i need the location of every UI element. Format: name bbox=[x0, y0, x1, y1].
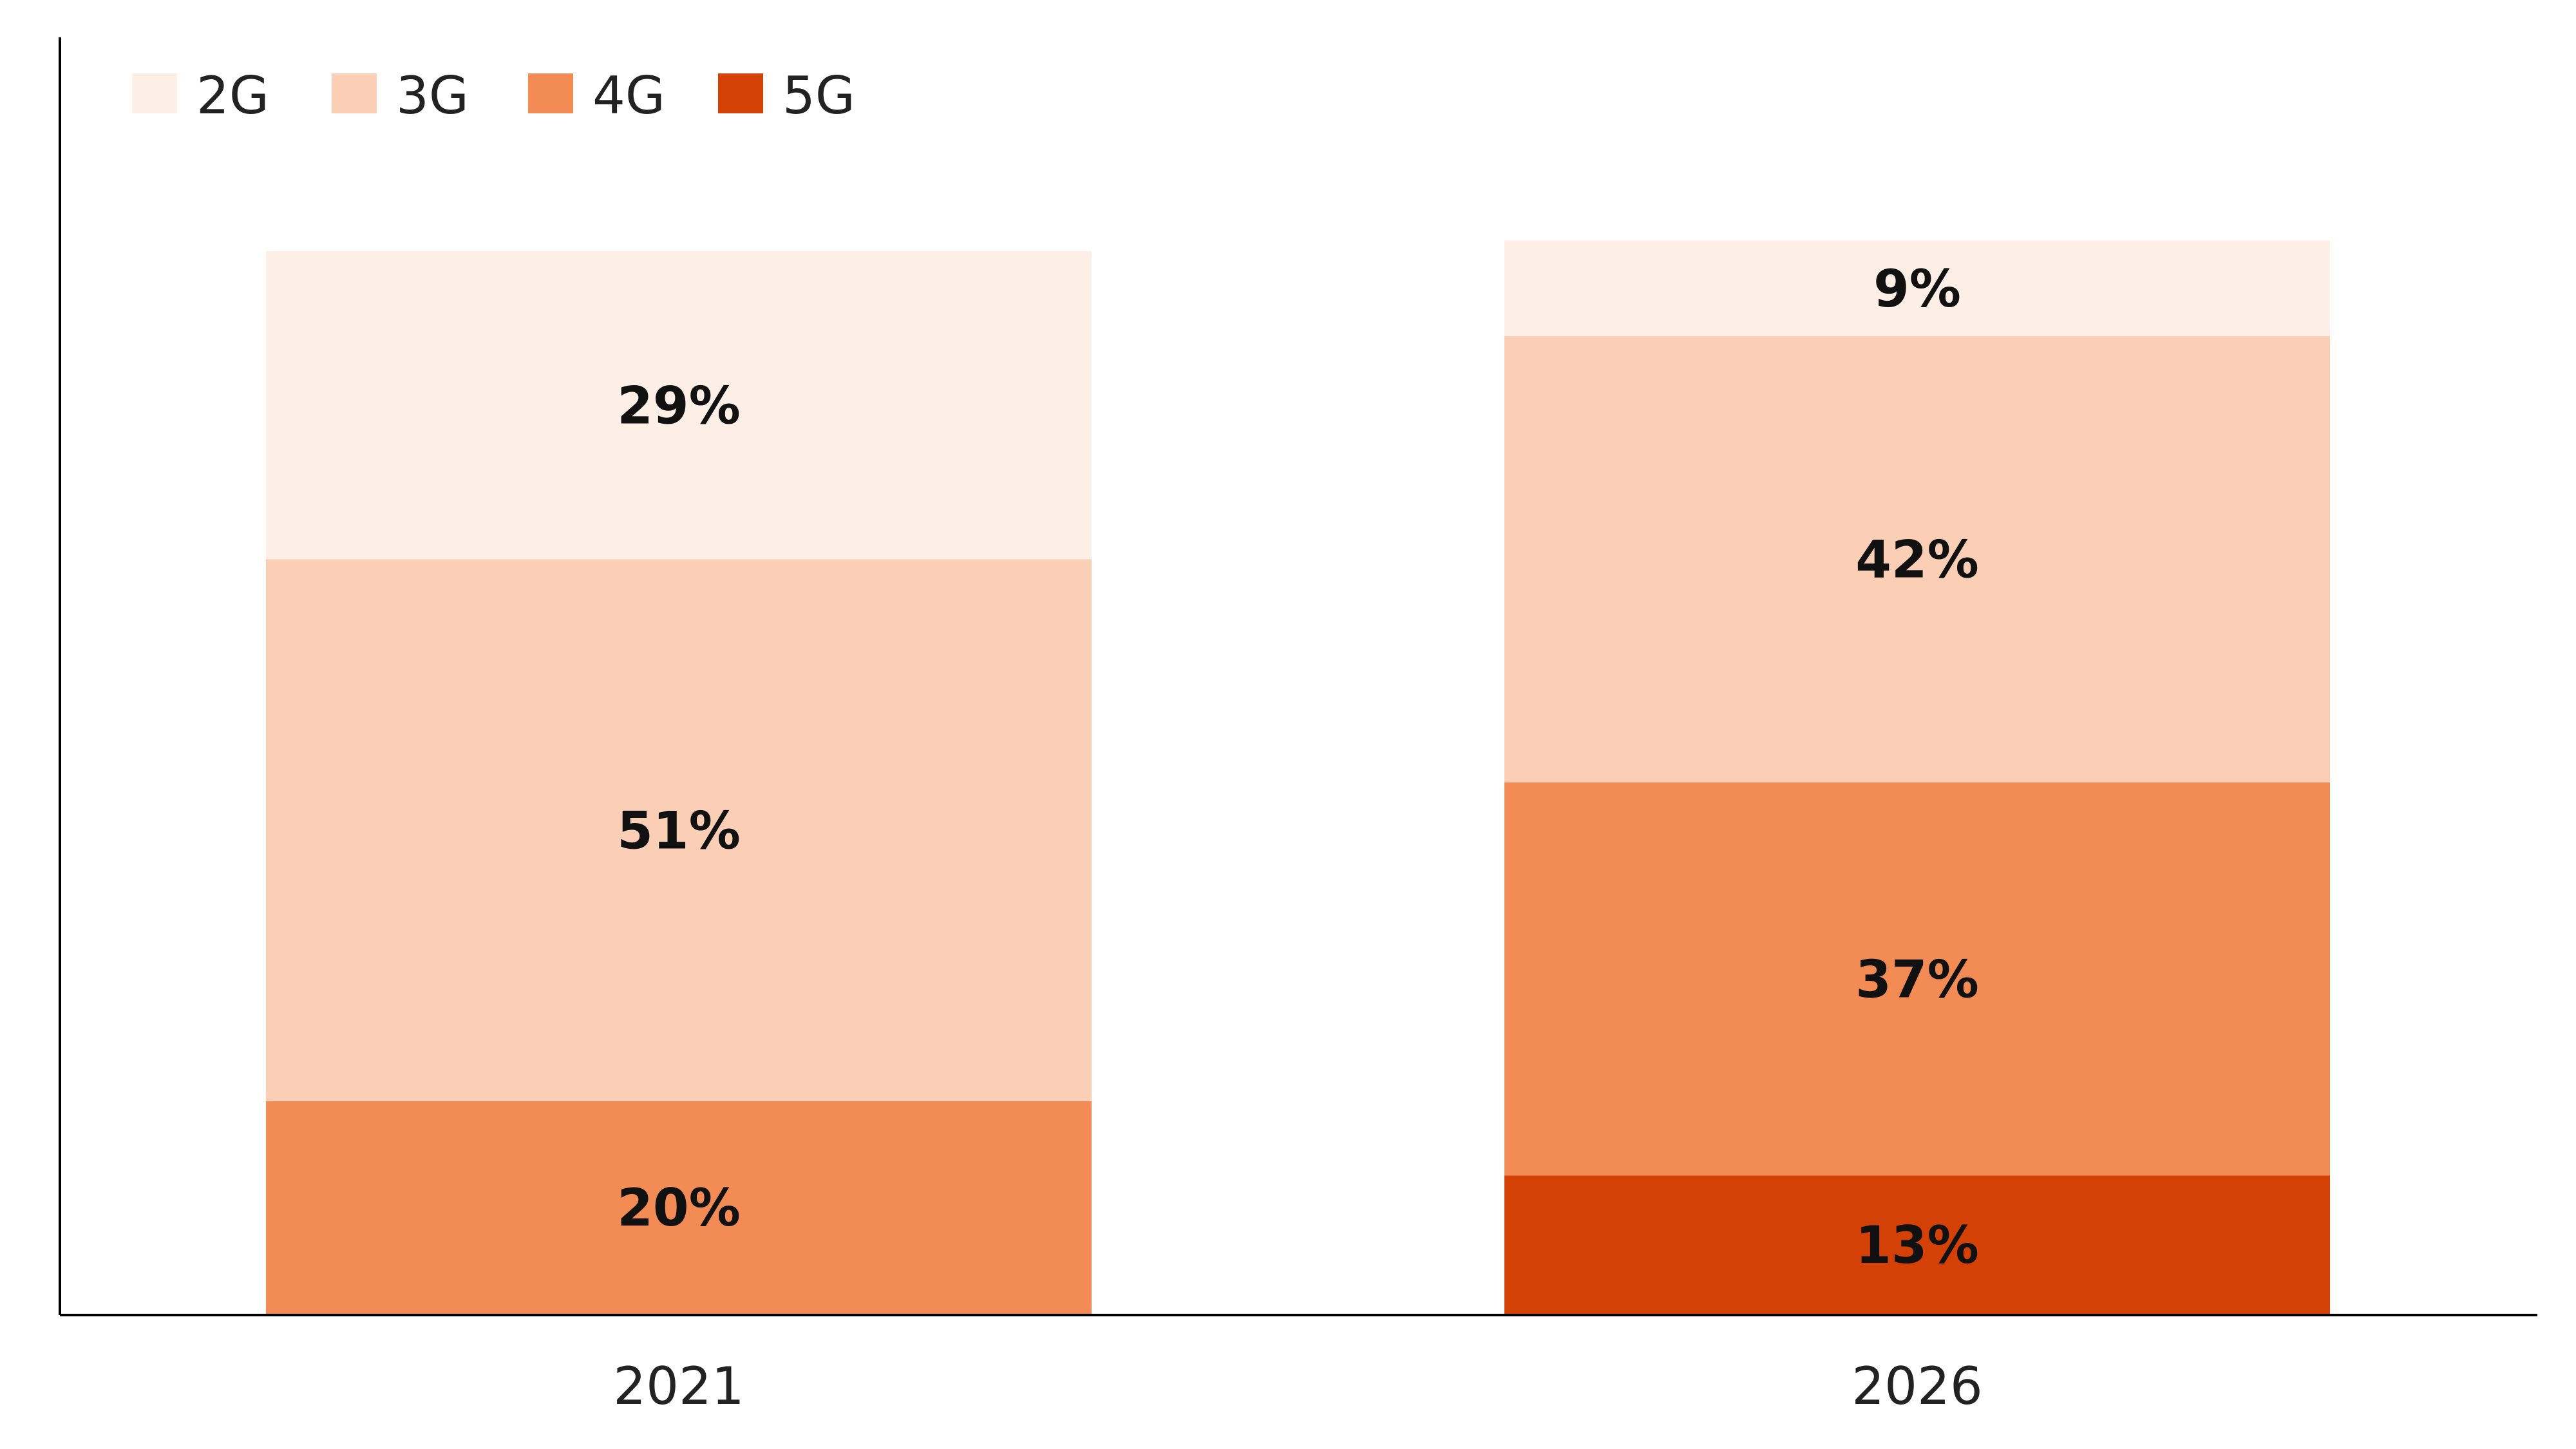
bar-2021-3g bbox=[266, 559, 1092, 1101]
data-label-2021-3g: 51% bbox=[617, 800, 740, 860]
data-label-2026-3g: 42% bbox=[1855, 530, 1978, 590]
bar-2021-2g bbox=[266, 251, 1092, 560]
legend-swatch-3g bbox=[332, 73, 377, 113]
x-tick-labels: 2021 2026 bbox=[613, 1356, 1983, 1416]
data-label-2021-4g: 20% bbox=[617, 1178, 740, 1238]
legend: 2G 3G 4G 5G bbox=[132, 66, 855, 126]
data-label-2021-2g: 29% bbox=[617, 375, 740, 435]
data-label-2026-2g: 9% bbox=[1873, 259, 1961, 319]
legend-swatch-2g bbox=[132, 73, 177, 113]
data-label-2026-4g: 37% bbox=[1855, 949, 1978, 1009]
bar-2026-4g bbox=[1504, 782, 2330, 1176]
legend-label-4g: 4G bbox=[592, 66, 665, 126]
axes-group bbox=[59, 37, 2537, 1316]
legend-label-2g: 2G bbox=[196, 66, 269, 126]
bar-2026-5g bbox=[1504, 1175, 2330, 1314]
data-label-2026-5g: 13% bbox=[1855, 1215, 1978, 1275]
legend-label-5g: 5G bbox=[782, 66, 855, 126]
bar-2021-4g bbox=[266, 1101, 1092, 1314]
x-tick-label-2026: 2026 bbox=[1852, 1356, 1983, 1416]
bar-2026-2g bbox=[1504, 240, 2330, 336]
x-tick-label-2021: 2021 bbox=[613, 1356, 744, 1416]
data-labels-group: 20% 51% 29% 13% 37% 42% 9% bbox=[617, 259, 1978, 1275]
bars-group bbox=[266, 240, 2330, 1314]
legend-swatch-5g bbox=[718, 73, 763, 113]
bar-2026-3g bbox=[1504, 336, 2330, 782]
legend-swatch-4g bbox=[528, 73, 573, 113]
legend-label-3g: 3G bbox=[396, 66, 469, 126]
